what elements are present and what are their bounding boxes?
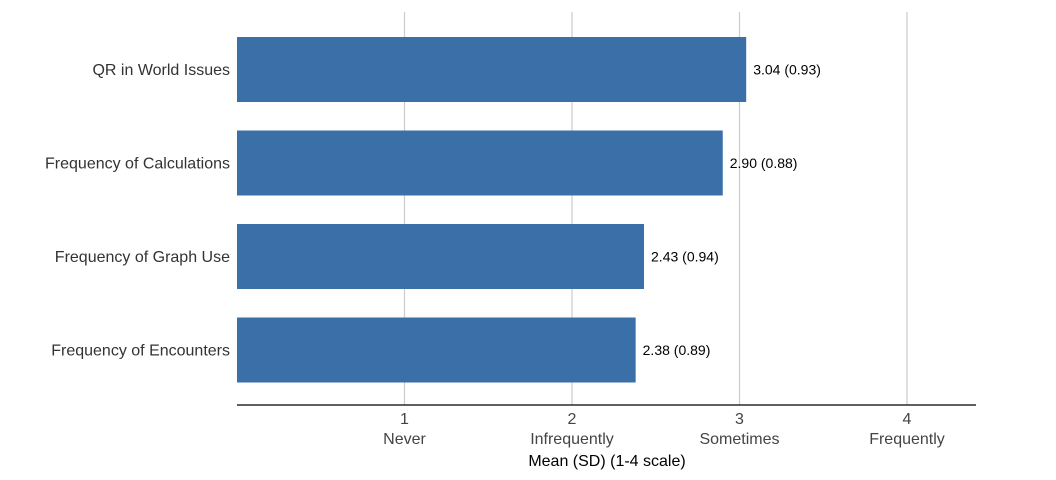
- data-label: 2.38 (0.89): [643, 342, 711, 358]
- x-tick-word: Frequently: [869, 431, 945, 448]
- bar: [237, 37, 747, 102]
- data-label: 2.43 (0.94): [651, 249, 719, 265]
- category-labels: QR in World Issues Frequency of Calculati…: [45, 62, 230, 360]
- x-axis-title: Mean (SD) (1-4 scale): [528, 453, 685, 470]
- x-tick-number: 1: [400, 411, 409, 428]
- data-label: 2.90 (0.88): [730, 155, 798, 171]
- x-tick-number: 4: [903, 411, 912, 428]
- bar: [237, 317, 636, 383]
- x-tick-word: Infrequently: [530, 431, 614, 448]
- x-tick-number: 2: [568, 411, 577, 428]
- data-label: 3.04 (0.93): [753, 62, 821, 78]
- x-tick-word: Sometimes: [699, 431, 779, 448]
- category-label: QR in World Issues: [92, 62, 230, 79]
- category-label: Frequency of Encounters: [51, 343, 230, 360]
- bar: [237, 224, 645, 289]
- data-labels: 3.04 (0.93) 2.90 (0.88) 2.43 (0.94) 2.38 (0…: [643, 62, 821, 359]
- x-tick-number: 3: [735, 411, 744, 428]
- bars: [237, 37, 747, 383]
- bar: [237, 130, 723, 196]
- category-label: Frequency of Calculations: [45, 156, 230, 173]
- category-label: Frequency of Graph Use: [55, 249, 230, 266]
- x-tick-labels: 1 Never 2 Infrequently 3 Sometimes 4 Frequently: [383, 411, 945, 448]
- x-tick-word: Never: [383, 431, 426, 448]
